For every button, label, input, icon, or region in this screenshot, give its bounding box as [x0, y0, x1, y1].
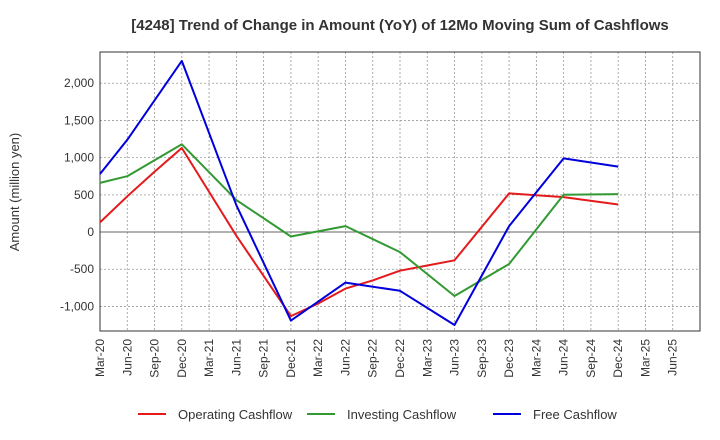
- y-tick-label: 1,000: [64, 151, 94, 165]
- legend-label: Operating Cashflow: [178, 407, 293, 422]
- y-tick-label: 500: [74, 188, 94, 202]
- investing-cashflow-line: [99, 143, 619, 297]
- x-tick-label: Mar-23: [420, 339, 434, 377]
- operating-cashflow-line: [99, 147, 619, 318]
- series-lines: [99, 59, 619, 326]
- x-tick-label: Mar-24: [529, 339, 543, 377]
- y-tick-label: 2,000: [64, 76, 94, 90]
- y-tick-label: 1,500: [64, 113, 94, 127]
- chart-title: [4248] Trend of Change in Amount (YoY) o…: [131, 17, 669, 34]
- x-tick-label: Sep-22: [366, 339, 380, 378]
- x-tick-label: Mar-22: [311, 339, 325, 377]
- y-tick-label: 0: [87, 225, 94, 239]
- x-tick-label: Jun-24: [557, 339, 571, 376]
- x-tick-label: Sep-21: [257, 339, 271, 378]
- x-tick-label: Sep-23: [475, 339, 489, 378]
- x-tick-label: Dec-22: [393, 339, 407, 378]
- x-tick-label: Dec-21: [284, 339, 298, 378]
- legend-label: Free Cashflow: [533, 407, 617, 422]
- x-tick-label: Jun-23: [448, 339, 462, 376]
- x-tick-label: Jun-20: [120, 339, 134, 376]
- legend: Operating Cashflow Investing Cashflow Free…: [138, 407, 617, 422]
- x-tick-label: Dec-20: [175, 339, 189, 378]
- x-tick-label: Jun-25: [666, 339, 680, 376]
- free-cashflow-line: [99, 59, 619, 326]
- x-tick-label: Mar-20: [93, 339, 107, 377]
- x-tick-label: Dec-23: [502, 339, 516, 378]
- x-tick-label: Jun-21: [229, 339, 243, 376]
- axes: -1,000 -500 0 500 1,000 1,500 2,000 Mar-20 Jun-2…: [60, 51, 701, 378]
- grid-lines: [100, 52, 700, 331]
- y-tick-label: -1,000: [60, 299, 94, 313]
- plot-frame: [99, 51, 701, 332]
- x-tick-label: Mar-25: [638, 339, 652, 377]
- x-tick-label: Dec-24: [611, 339, 625, 378]
- x-tick-label: Jun-22: [338, 339, 352, 376]
- x-tick-label: Mar-21: [202, 339, 216, 377]
- x-tick-label: Sep-24: [584, 339, 598, 378]
- y-tick-label: -500: [70, 262, 94, 276]
- y-axis-label: Amount (million yen): [7, 133, 22, 252]
- legend-label: Investing Cashflow: [347, 407, 457, 422]
- x-tick-label: Sep-20: [148, 339, 162, 378]
